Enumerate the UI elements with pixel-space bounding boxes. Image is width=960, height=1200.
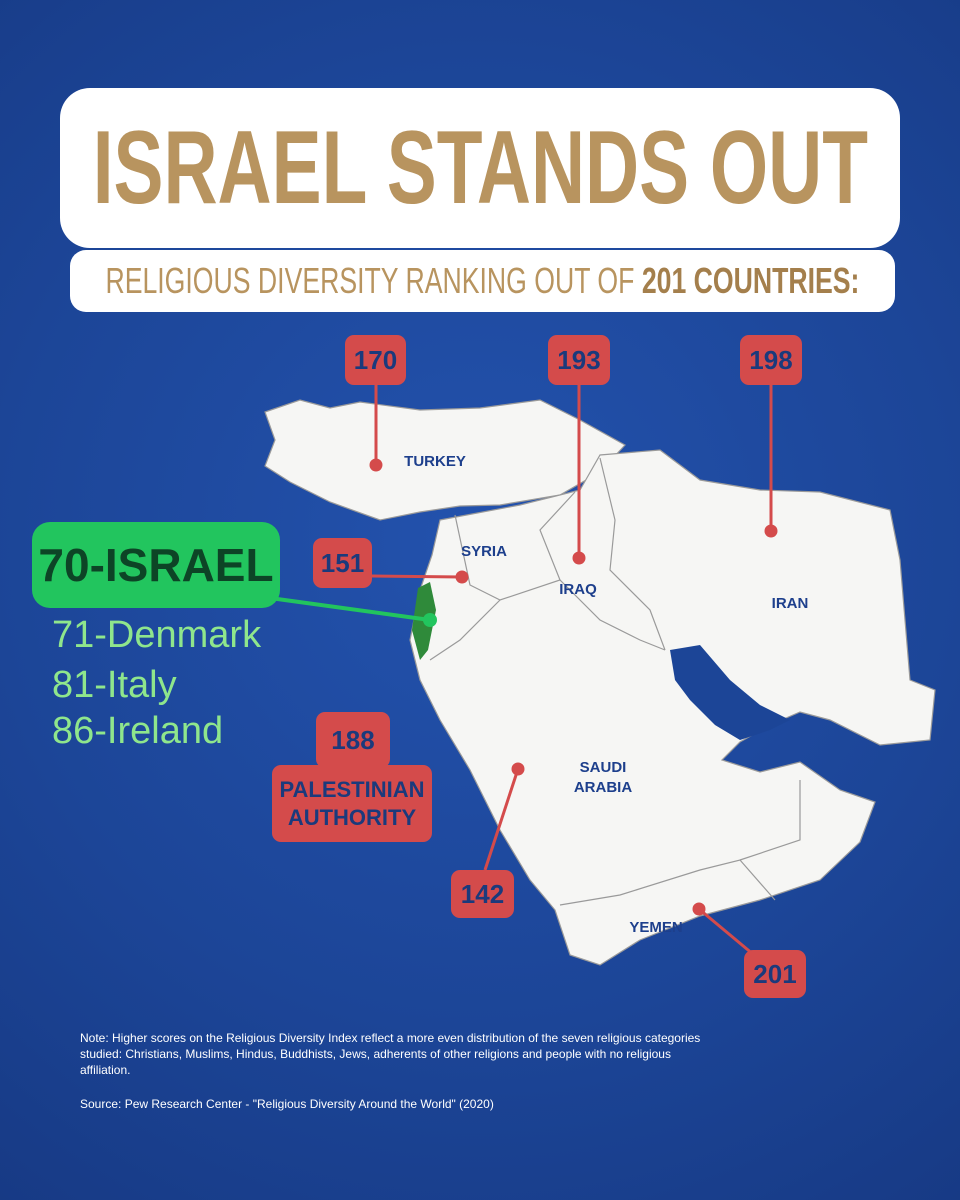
callout-line — [483, 768, 520, 871]
subtitle: RELIGIOUS DIVERSITY RANKING OUT OF 201 C… — [106, 260, 860, 302]
country-label: IRAN — [771, 595, 809, 612]
comparison: 86-Ireland — [52, 710, 224, 752]
callout-dot — [369, 458, 383, 472]
rank-badge: 188 — [316, 712, 390, 768]
border — [454, 491, 576, 601]
note: Note: Higher scores on the Religious Div… — [80, 1031, 701, 1077]
israel-badge: 70-ISRAEL — [32, 522, 280, 608]
rank-badge: 201 — [744, 950, 806, 998]
country-label: SAUDI ARABIA — [573, 759, 633, 796]
callouts — [369, 385, 778, 962]
rank-badge: 170 — [345, 335, 406, 385]
rank-badge: 151 — [313, 538, 372, 588]
middle-east-shape — [409, 449, 936, 966]
border — [559, 579, 666, 651]
callout-dot — [764, 524, 778, 538]
israel-line — [269, 596, 431, 622]
rank-badge: 193 — [548, 335, 610, 385]
border — [559, 859, 776, 906]
subtitle-text: RELIGIOUS DIVERSITY RANKING OUT OF — [105, 260, 642, 301]
border — [599, 457, 666, 651]
country-label: YEMEN — [629, 919, 683, 936]
border — [739, 780, 801, 861]
landmass — [264, 399, 936, 966]
country-label: SYRIA — [461, 543, 507, 560]
border — [429, 599, 501, 661]
callout-dot — [692, 902, 706, 916]
borders — [429, 457, 801, 906]
subtitle-box: RELIGIOUS DIVERSITY RANKING OUT OF 201 C… — [70, 250, 895, 312]
title-box: ISRAEL STANDS OUT — [60, 88, 900, 248]
callout-dot — [511, 762, 525, 776]
title: ISRAEL STANDS OUT — [92, 109, 868, 226]
country-label: TURKEY — [404, 453, 466, 470]
callout-line — [371, 574, 463, 579]
rank-badge: 142 — [451, 870, 514, 918]
rank-badge: 198 — [740, 335, 802, 385]
callout-dot — [455, 570, 469, 584]
country-badge: PALESTINIAN AUTHORITY — [272, 765, 432, 842]
persian-gulf — [670, 645, 790, 740]
source: Source: Pew Research Center - "Religious… — [80, 1097, 494, 1111]
callout-dot — [572, 551, 586, 565]
comparison: 71-Denmark — [52, 614, 262, 656]
country-label: IRAQ — [559, 581, 597, 598]
subtitle-emphasis: 201 COUNTRIES: — [641, 260, 860, 301]
comparison: 81-Italy — [52, 664, 177, 706]
israel-dot — [423, 613, 437, 627]
